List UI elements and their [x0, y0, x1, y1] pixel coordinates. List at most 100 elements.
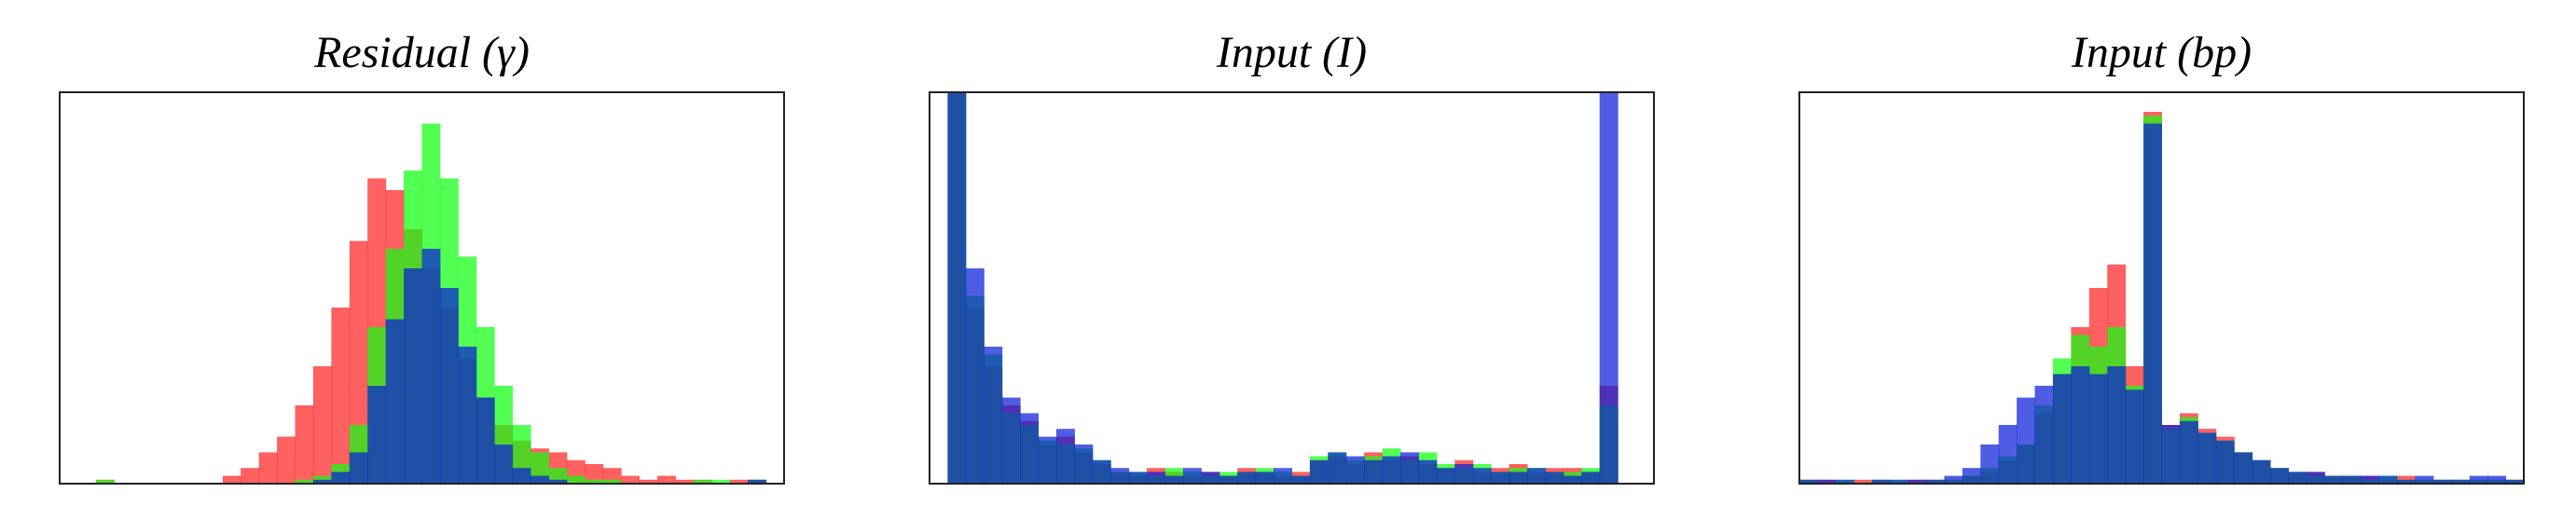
chart-title: Input (bp): [2071, 28, 2252, 77]
histogram-bar: [312, 479, 332, 484]
histogram-bar: [602, 479, 622, 484]
histogram-bar: [1364, 459, 1384, 484]
histogram-bar: [475, 397, 495, 484]
histogram-bar: [2270, 468, 2289, 484]
histogram-bar: [1020, 413, 1040, 484]
histogram-bar: [711, 479, 731, 484]
histogram-bar: [1219, 475, 1238, 484]
histogram-bar: [1255, 472, 1274, 484]
histogram-bar: [1436, 468, 1455, 484]
histogram-bar: [639, 479, 658, 484]
histogram-bar: [2252, 459, 2271, 484]
histogram-bar: [2197, 432, 2217, 484]
histogram-bar: [349, 452, 368, 484]
histogram-bar: [2505, 479, 2524, 484]
histogram-bar: [1345, 456, 1365, 484]
histogram-bar: [2143, 123, 2162, 484]
histogram-bar: [530, 475, 549, 484]
histogram-bar: [566, 475, 585, 484]
histogram-bar: [585, 479, 604, 484]
histogram-bar: [1472, 468, 1492, 484]
histogram-bar: [621, 475, 641, 484]
plot-frame: [929, 91, 1655, 485]
histogram-bar: [548, 479, 568, 484]
histogram-bar: [1871, 479, 1891, 484]
histogram-bar: [2215, 440, 2235, 484]
histogram-bar: [1599, 92, 1619, 484]
histogram-bar: [258, 452, 278, 484]
histogram-bar: [984, 347, 1003, 484]
histogram-bar: [1309, 459, 1329, 484]
histogram-bar: [2234, 452, 2253, 484]
histogram-bar: [241, 468, 260, 484]
histogram-bar: [1925, 479, 1945, 484]
histogram-bar: [2415, 475, 2434, 484]
histogram-bar: [1890, 479, 1909, 484]
histogram-bar: [2306, 472, 2325, 484]
histogram-bar: [1074, 445, 1094, 484]
histogram-bar: [1274, 468, 1292, 484]
histogram-bar: [2088, 374, 2108, 484]
histogram-bar: [1001, 397, 1021, 484]
histogram-bar: [1944, 475, 1963, 484]
histogram-bar: [1164, 475, 1184, 484]
histogram-bar: [965, 268, 985, 484]
histogram-bar: [2397, 479, 2416, 484]
histogram-bar: [2432, 479, 2452, 484]
histogram-bar: [367, 386, 387, 484]
histogram-bar: [2179, 420, 2198, 484]
histogram-bar: [404, 268, 422, 484]
plot-frame: [1798, 91, 2525, 485]
plot-area: [947, 92, 1619, 484]
histogram-bar: [1835, 479, 1854, 484]
histogram-bar: [277, 436, 296, 484]
histogram-bar: [494, 445, 514, 484]
histogram-bar: [2107, 366, 2127, 484]
histogram-bar: [1508, 472, 1528, 484]
histogram-bar: [1038, 436, 1057, 484]
histogram-bar: [312, 366, 332, 484]
chart-title: Residual (γ): [313, 28, 530, 77]
histogram-bar: [2361, 475, 2380, 484]
panel: Input (I): [929, 28, 1655, 485]
histogram-bar: [95, 479, 115, 484]
histogram-bar: [1817, 479, 1837, 484]
histogram-bar: [1527, 468, 1546, 484]
histogram-bar: [2017, 397, 2036, 484]
histogram-bar: [585, 464, 604, 484]
histogram-bar: [2342, 475, 2362, 484]
histogram-bar: [1799, 479, 1818, 484]
histogram-bar: [1491, 472, 1510, 484]
histogram-bar: [1418, 459, 1438, 484]
histogram-bar: [748, 479, 767, 484]
histogram-bar: [1400, 452, 1419, 484]
chart-title: Input (I): [1216, 28, 1367, 77]
histogram-bar: [1581, 472, 1601, 484]
histogram-bar: [222, 475, 241, 484]
histogram-bar: [2125, 390, 2144, 484]
histogram-bar: [1110, 468, 1130, 484]
plot-area: [95, 123, 767, 484]
histogram-bar: [1853, 479, 1873, 484]
histogram-bar: [1454, 464, 1474, 484]
histogram-bar: [1545, 472, 1564, 484]
histogram-bar: [2378, 475, 2398, 484]
histogram-bar: [1328, 452, 1347, 484]
histogram-bar: [1962, 468, 1981, 484]
histogram-bar: [1908, 479, 1927, 484]
histogram-bar: [331, 308, 351, 484]
histogram-bar: [693, 479, 712, 484]
histogram-bar: [2487, 475, 2507, 484]
histogram-bar: [295, 405, 314, 484]
histogram-bar: [512, 468, 531, 484]
histogram-bar: [675, 479, 695, 484]
histogram-bar: [385, 319, 405, 484]
histogram-bar: [657, 475, 676, 484]
histogram-bar: [2469, 475, 2488, 484]
histogram-bar: [2034, 386, 2054, 484]
histogram-bar: [2451, 479, 2471, 484]
histogram-bar: [1128, 472, 1148, 484]
histogram-bar: [1980, 445, 2000, 484]
